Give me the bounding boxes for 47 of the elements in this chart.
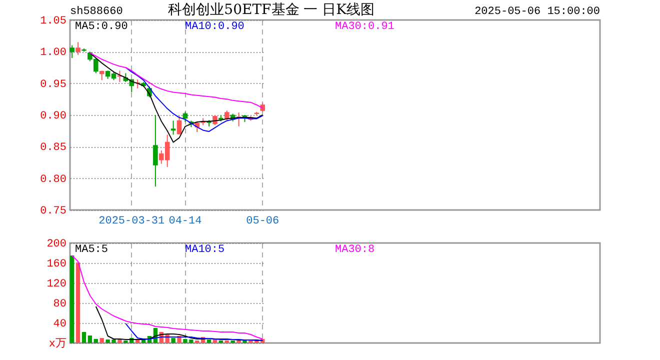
line-series xyxy=(125,323,264,341)
candlestick xyxy=(182,111,188,122)
bar xyxy=(118,340,122,343)
x-tick-label: 2025-03-31 xyxy=(98,216,166,228)
y-tick-label: 1.05 xyxy=(40,16,66,28)
y-tick-label: 120 xyxy=(46,278,66,290)
candlestick xyxy=(99,70,104,81)
bar xyxy=(82,332,86,343)
text: 2025-05-06 15:00:00 xyxy=(474,6,600,18)
line-series xyxy=(125,67,264,132)
candlestick xyxy=(76,42,80,56)
text: sh588660 xyxy=(70,6,123,18)
y-tick-label: 1.00 xyxy=(40,47,66,60)
x-tick-label: 05-06 xyxy=(246,216,280,228)
y-tick-label: 80 xyxy=(53,298,66,310)
bar xyxy=(212,340,218,343)
text: MA30:8 xyxy=(335,244,375,256)
y-tick-label: x万 xyxy=(48,338,66,350)
y-tick-label: 200 xyxy=(46,238,66,250)
y-tick-label: 0.90 xyxy=(40,110,66,122)
y-tick-label: 160 xyxy=(46,258,66,270)
candlestick xyxy=(153,114,158,188)
text: MA5:5 xyxy=(75,244,108,256)
text: MA5:0.90 xyxy=(75,21,128,33)
bar xyxy=(76,262,80,343)
bar xyxy=(88,336,92,343)
bar xyxy=(100,338,104,343)
candlestick xyxy=(224,110,230,121)
y-tick-label: 40 xyxy=(53,318,66,330)
candlestick xyxy=(70,44,74,58)
y-tick-label: 0.75 xyxy=(40,206,66,218)
y-tick-label: 0.95 xyxy=(40,78,66,91)
line-series xyxy=(72,255,264,340)
text: MA10:0.90 xyxy=(185,21,244,33)
candlestick xyxy=(176,116,182,136)
chart-title: 科创创业50ETF基金 一 日K线图 xyxy=(168,2,375,18)
bar xyxy=(70,256,74,343)
text: MA30:0.91 xyxy=(335,21,395,33)
y-tick-label: 0.80 xyxy=(40,174,66,186)
bar xyxy=(94,339,98,343)
bar xyxy=(171,338,176,343)
text: MA10:5 xyxy=(185,244,225,256)
x-tick-label: 04-14 xyxy=(168,216,202,228)
bar xyxy=(206,340,212,343)
candlestick xyxy=(170,120,176,136)
y-tick-label: 0.85 xyxy=(40,142,66,154)
line-series xyxy=(89,52,264,143)
